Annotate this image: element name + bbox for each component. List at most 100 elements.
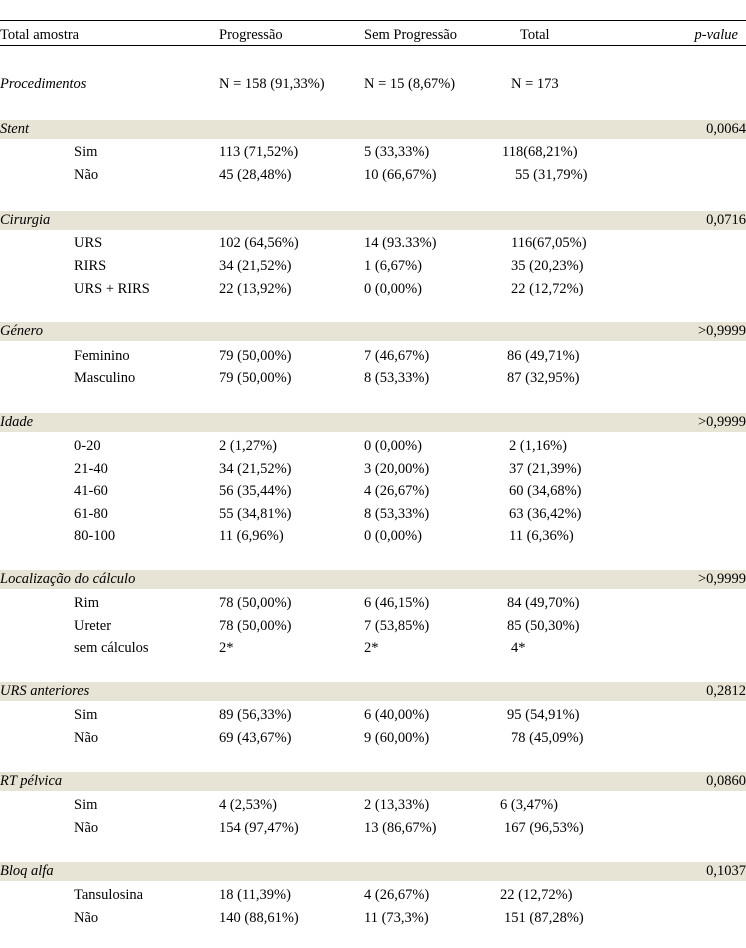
row-label: 61-80	[74, 506, 108, 522]
row-progressao: 11 (6,96%)	[219, 528, 284, 544]
section-label: Idade	[0, 414, 34, 430]
row-sem-progressao: 0 (0,00%)	[364, 528, 422, 544]
row-total: 95 (54,91%)	[507, 707, 580, 723]
section-p-value: 0,1037	[706, 863, 746, 879]
row-label: Não	[74, 820, 99, 836]
header-total-amostra: Total amostra	[0, 27, 80, 43]
row-progressao: 4 (2,53%)	[219, 797, 277, 813]
section-label: RT pélvica	[0, 773, 63, 789]
table-row: Não 45 (28,48%) 10 (66,67%) 55 (31,79%)	[0, 166, 746, 185]
row-label: RIRS	[74, 258, 107, 274]
row-label: Rim	[74, 595, 99, 611]
section-p-value: 0,0860	[706, 773, 746, 789]
procedimentos-total: N = 173	[511, 76, 559, 92]
row-sem-progressao: 13 (86,67%)	[364, 820, 437, 836]
section-stent: Stent 0,0064	[0, 120, 746, 139]
row-label: URS + RIRS	[74, 281, 150, 297]
row-progressao: 79 (50,00%)	[219, 348, 292, 364]
row-progressao: 113 (71,52%)	[219, 144, 299, 160]
row-progressao: 34 (21,52%)	[219, 461, 292, 477]
row-sem-progressao: 6 (46,15%)	[364, 595, 430, 611]
row-total: 151 (87,28%)	[504, 910, 584, 926]
row-total: 2 (1,16%)	[509, 438, 567, 454]
row-total: 86 (49,71%)	[507, 348, 580, 364]
table-row: Sim 89 (56,33%) 6 (40,00%) 95 (54,91%)	[0, 706, 746, 725]
row-total: 118(68,21%)	[502, 144, 578, 160]
procedimentos-sem-progressao: N = 15 (8,67%)	[364, 76, 456, 92]
row-sem-progressao: 0 (0,00%)	[364, 438, 422, 454]
section-urs-anteriores: URS anteriores 0,2812	[0, 682, 746, 701]
row-total: 87 (32,95%)	[507, 370, 580, 386]
section-label: Stent	[0, 121, 29, 137]
row-progressao: 78 (50,00%)	[219, 595, 292, 611]
row-sem-progressao: 2*	[364, 640, 379, 656]
section-label: Género	[0, 323, 43, 339]
procedimentos-label: Procedimentos	[0, 76, 87, 92]
table-row: 61-80 55 (34,81%) 8 (53,33%) 63 (36,42%)	[0, 505, 746, 524]
section-p-value: 0,0716	[706, 212, 746, 228]
row-label: Ureter	[74, 618, 112, 634]
section-idade: Idade >0,9999	[0, 413, 746, 432]
table-row: Masculino 79 (50,00%) 8 (53,33%) 87 (32,…	[0, 369, 746, 388]
row-total: 11 (6,36%)	[509, 528, 574, 544]
section-genero: Género >0,9999	[0, 322, 746, 341]
table-row: URS + RIRS 22 (13,92%) 0 (0,00%) 22 (12,…	[0, 280, 746, 299]
row-total: 6 (3,47%)	[500, 797, 558, 813]
table-row: sem cálculos 2* 2* 4*	[0, 639, 746, 658]
row-label: Feminino	[74, 348, 130, 364]
table-row: Ureter 78 (50,00%) 7 (53,85%) 85 (50,30%…	[0, 617, 746, 636]
table-row: Não 140 (88,61%) 11 (73,3%) 151 (87,28%)	[0, 909, 746, 928]
section-p-value: >0,9999	[697, 323, 746, 339]
row-label: Não	[74, 910, 99, 926]
row-total: 78 (45,09%)	[511, 730, 584, 746]
row-label: Sim	[74, 797, 98, 813]
top-rule	[0, 20, 746, 21]
row-progressao: 18 (11,39%)	[219, 887, 291, 903]
row-total: 60 (34,68%)	[509, 483, 582, 499]
table-row: Não 154 (97,47%) 13 (86,67%) 167 (96,53%…	[0, 819, 746, 838]
row-sem-progressao: 5 (33,33%)	[364, 144, 430, 160]
section-p-value: 0,0064	[706, 121, 746, 137]
table-row: Não 69 (43,67%) 9 (60,00%) 78 (45,09%)	[0, 729, 746, 748]
header-progressao: Progressão	[219, 27, 283, 43]
header-total: Total	[520, 27, 550, 43]
table-row: Sim 4 (2,53%) 2 (13,33%) 6 (3,47%)	[0, 796, 746, 815]
table-row: Sim 113 (71,52%) 5 (33,33%) 118(68,21%)	[0, 143, 746, 162]
table-row: 41-60 56 (35,44%) 4 (26,67%) 60 (34,68%)	[0, 482, 746, 501]
row-total: 63 (36,42%)	[509, 506, 582, 522]
row-progressao: 102 (64,56%)	[219, 235, 299, 251]
section-p-value: >0,9999	[697, 571, 746, 587]
row-sem-progressao: 9 (60,00%)	[364, 730, 430, 746]
procedimentos-progressao: N = 158 (91,33%)	[219, 76, 325, 92]
row-sem-progressao: 10 (66,67%)	[364, 167, 437, 183]
section-label: URS anteriores	[0, 683, 90, 699]
row-sem-progressao: 2 (13,33%)	[364, 797, 430, 813]
row-sem-progressao: 4 (26,67%)	[364, 483, 430, 499]
row-total: 4*	[511, 640, 526, 656]
row-label: Sim	[74, 144, 98, 160]
section-bloq-alfa: Bloq alfa 0,1037	[0, 862, 746, 881]
row-progressao: 2*	[219, 640, 234, 656]
header-p-value: p-value	[694, 27, 738, 43]
row-total: 55 (31,79%)	[515, 167, 588, 183]
row-sem-progressao: 1 (6,67%)	[364, 258, 422, 274]
row-label: Masculino	[74, 370, 136, 386]
row-label: 80-100	[74, 528, 116, 544]
row-sem-progressao: 14 (93.33%)	[364, 235, 437, 251]
section-rt-pelvica: RT pélvica 0,0860	[0, 772, 746, 791]
row-sem-progressao: 7 (53,85%)	[364, 618, 430, 634]
table-row: URS 102 (64,56%) 14 (93.33%) 116(67,05%)	[0, 234, 746, 253]
row-total: 84 (49,70%)	[507, 595, 580, 611]
row-total: 22 (12,72%)	[511, 281, 584, 297]
table-row: Rim 78 (50,00%) 6 (46,15%) 84 (49,70%)	[0, 594, 746, 613]
row-label: Não	[74, 167, 99, 183]
row-total: 37 (21,39%)	[509, 461, 582, 477]
row-label: URS	[74, 235, 103, 251]
row-total: 116(67,05%)	[511, 235, 587, 251]
section-localizacao-do-calculo: Localização do cálculo >0,9999	[0, 570, 746, 589]
row-sem-progressao: 11 (73,3%)	[364, 910, 429, 926]
header-rule	[0, 45, 746, 46]
section-label: Bloq alfa	[0, 863, 54, 879]
table-row: Tansulosina 18 (11,39%) 4 (26,67%) 22 (1…	[0, 886, 746, 905]
row-progressao: 79 (50,00%)	[219, 370, 292, 386]
